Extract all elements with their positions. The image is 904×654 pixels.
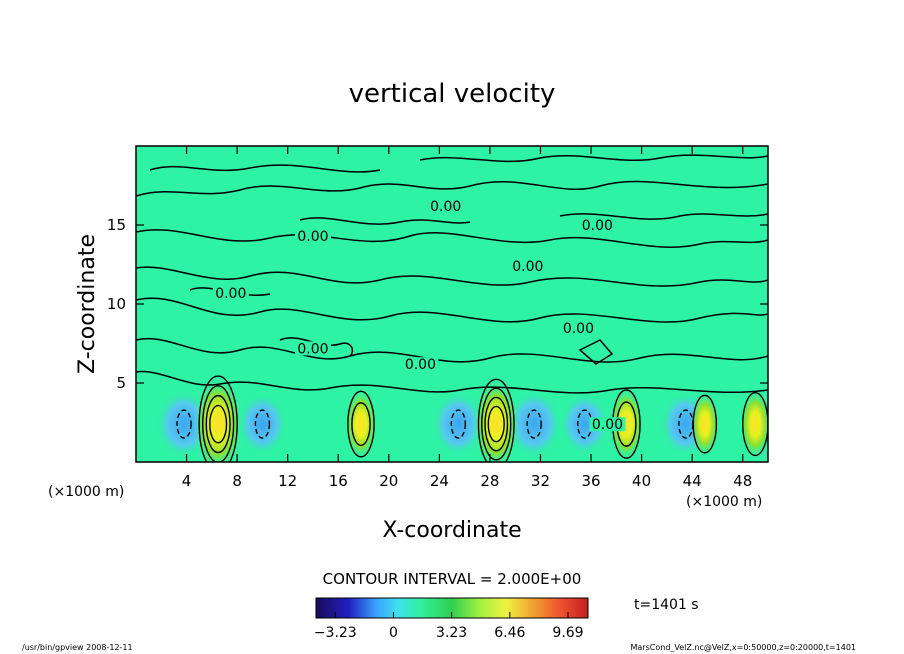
plot-area: 0.00 0.00 0.00 0.00 0.00 0.00 0.00 0.00 0.00: [136, 146, 768, 462]
colorbar-tick-label: −3.23: [314, 625, 357, 641]
contour-label: 0.00: [563, 321, 594, 337]
downdraft-contour: [254, 409, 271, 439]
contour-label: 0.00: [430, 199, 461, 215]
contour-label-bg: [294, 229, 331, 244]
colorbar-tick-label: 0: [389, 625, 398, 641]
contour-label-bg: [589, 417, 626, 432]
contour-label-bg: [294, 341, 331, 356]
x-axis-ticks: 4 8 12 16 20 24 28 32 36 40 44 48: [182, 146, 752, 490]
x-tick-label: 8: [232, 472, 242, 490]
updraft-shading: [194, 378, 243, 462]
chart-title: vertical velocity: [349, 79, 556, 109]
y-tick-label: 5: [116, 374, 126, 392]
x-tick-label: 48: [733, 472, 752, 490]
downdraft-contour: [526, 409, 542, 439]
y-tick-label: 15: [107, 216, 126, 234]
contour-cores: [176, 375, 768, 462]
footer-right: MarsCond_VelZ.nc@VelZ,x=0:50000,z=0:2000…: [631, 643, 857, 652]
updraft-contour: [347, 390, 375, 458]
colorbar-tick-label: 6.46: [494, 625, 525, 641]
contour-lines: [136, 154, 768, 394]
downdraft-shading: [560, 393, 609, 456]
footer-left: /usr/bin/gpview 2008-12-11: [22, 643, 133, 652]
contour-label-bg: [560, 320, 597, 335]
x-tick-label: 4: [182, 472, 192, 490]
updraft-shading: [740, 390, 768, 458]
updraft-shading: [609, 388, 643, 460]
updraft-shading: [345, 389, 377, 459]
updraft-contour: [198, 375, 238, 462]
x-unit-left: (×1000 m): [48, 484, 124, 500]
x-tick-label: 20: [379, 472, 398, 490]
updraft-contour: [205, 394, 231, 454]
contour-label-bg: [402, 357, 439, 372]
updraft-contour: [487, 405, 505, 443]
contour-label: 0.00: [297, 341, 328, 357]
x-tick-label: 24: [430, 472, 449, 490]
contour-label: 0.00: [405, 357, 436, 373]
downdraft-contour: [678, 409, 694, 439]
y-tick-label: 10: [107, 295, 126, 313]
downdraft-shading: [238, 393, 287, 456]
x-unit-right: (×1000 m): [686, 494, 762, 510]
contour-label: 0.00: [215, 286, 246, 302]
contour-label-bg: [427, 199, 464, 214]
contour-label-bg: [212, 286, 249, 301]
downdraft-contour: [176, 409, 192, 439]
x-tick-label: 36: [581, 472, 600, 490]
updraft-contour: [481, 387, 512, 461]
updraft-contour: [202, 385, 235, 462]
x-tick-label: 16: [329, 472, 348, 490]
x-tick-label: 40: [632, 472, 651, 490]
x-tick-label: 32: [531, 472, 550, 490]
updraft-contour: [209, 404, 228, 444]
downdraft-shading: [506, 390, 562, 458]
y-axis-label: Z-coordinate: [75, 234, 100, 374]
contour-label: 0.00: [592, 417, 623, 433]
contour-interval-label: CONTOUR INTERVAL = 2.000E+00: [323, 570, 582, 588]
contour-label: 0.00: [582, 218, 613, 234]
updraft-contour: [351, 402, 371, 447]
x-tick-label: 44: [683, 472, 702, 490]
updraft-contour: [484, 396, 509, 452]
contour-label: 0.00: [297, 229, 328, 245]
colorbar-ticks: −3.23 0 3.23 6.46 9.69: [314, 612, 584, 641]
x-tick-label: 28: [480, 472, 499, 490]
x-axis-label: X-coordinate: [382, 518, 521, 543]
x-tick-label: 12: [278, 472, 297, 490]
updraft-contour: [477, 378, 515, 462]
colorbar-tick-label: 9.69: [552, 625, 583, 641]
updraft-shading: [691, 392, 719, 456]
contour-label-bg: [509, 259, 546, 274]
contour-label: 0.00: [512, 259, 543, 275]
colorbar-tick-label: 3.23: [436, 625, 467, 641]
downdraft-shading: [432, 391, 485, 457]
updraft-shading: [473, 380, 519, 462]
contour-labels: 0.00 0.00 0.00 0.00 0.00 0.00 0.00 0.00 0.00: [212, 199, 626, 433]
downdraft-contour: [450, 409, 467, 439]
time-label: t=1401 s: [634, 597, 699, 613]
contour-label-bg: [579, 218, 616, 233]
y-axis-ticks: 5 10 15: [107, 216, 768, 392]
